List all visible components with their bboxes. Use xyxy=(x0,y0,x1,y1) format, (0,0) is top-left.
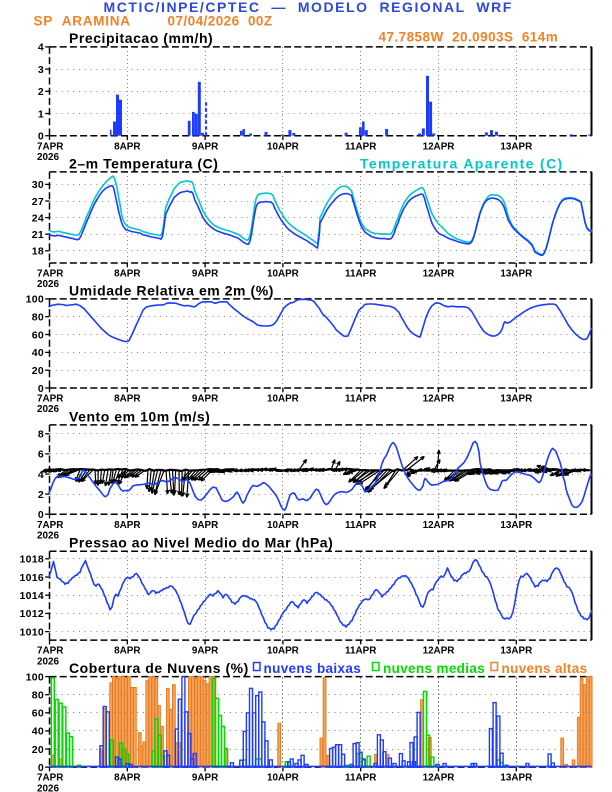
svg-text:13APR: 13APR xyxy=(500,646,532,657)
svg-text:30: 30 xyxy=(32,179,44,191)
svg-text:1014: 1014 xyxy=(19,590,44,602)
svg-text:10APR: 10APR xyxy=(267,520,299,531)
svg-text:9APR: 9APR xyxy=(192,646,218,657)
svg-text:9APR: 9APR xyxy=(192,141,218,152)
svg-text:3: 3 xyxy=(38,64,44,76)
svg-text:1010: 1010 xyxy=(19,626,44,638)
svg-text:80: 80 xyxy=(32,690,44,702)
svg-text:7APR: 7APR xyxy=(37,269,63,280)
svg-text:8APR: 8APR xyxy=(114,141,140,152)
svg-text:2026: 2026 xyxy=(37,152,59,163)
svg-text:11APR: 11APR xyxy=(345,773,376,784)
svg-text:7APR: 7APR xyxy=(37,773,63,784)
svg-text:21: 21 xyxy=(32,229,44,241)
svg-text:9APR: 9APR xyxy=(192,520,218,531)
svg-text:60: 60 xyxy=(32,708,44,720)
svg-text:nuvens medias: nuvens medias xyxy=(383,661,485,676)
svg-text:40: 40 xyxy=(32,347,44,359)
svg-text:11APR: 11APR xyxy=(345,646,376,657)
svg-text:12APR: 12APR xyxy=(423,773,455,784)
svg-text:1016: 1016 xyxy=(19,572,44,584)
svg-text:100: 100 xyxy=(26,294,44,306)
svg-text:8APR: 8APR xyxy=(114,646,140,657)
svg-text:80: 80 xyxy=(32,312,44,324)
svg-text:10APR: 10APR xyxy=(267,141,299,152)
svg-text:8APR: 8APR xyxy=(114,269,140,280)
svg-text:10APR: 10APR xyxy=(267,646,299,657)
svg-text:nuvens baixas: nuvens baixas xyxy=(264,661,362,676)
svg-text:07/04/2026 00Z: 07/04/2026 00Z xyxy=(168,14,273,29)
svg-text:6: 6 xyxy=(38,449,44,461)
svg-text:11APR: 11APR xyxy=(345,269,376,280)
svg-text:0: 0 xyxy=(38,509,44,521)
svg-text:24: 24 xyxy=(32,212,44,224)
svg-text:0: 0 xyxy=(38,383,44,395)
svg-text:9APR: 9APR xyxy=(192,269,218,280)
svg-text:2026: 2026 xyxy=(37,279,59,290)
svg-text:2: 2 xyxy=(38,86,44,98)
svg-text:Temperatura Aparente (C): Temperatura Aparente (C) xyxy=(360,155,564,171)
svg-text:18: 18 xyxy=(32,246,44,258)
svg-text:2026: 2026 xyxy=(37,783,59,792)
svg-text:1: 1 xyxy=(38,108,44,120)
svg-text:11APR: 11APR xyxy=(345,394,376,405)
svg-text:20: 20 xyxy=(32,365,44,377)
svg-text:11APR: 11APR xyxy=(345,520,376,531)
svg-text:60: 60 xyxy=(32,329,44,341)
svg-text:10APR: 10APR xyxy=(267,269,299,280)
svg-text:40: 40 xyxy=(32,726,44,738)
svg-text:9APR: 9APR xyxy=(192,394,218,405)
svg-text:12APR: 12APR xyxy=(423,394,455,405)
svg-text:2–m Temperatura (C): 2–m Temperatura (C) xyxy=(69,155,218,171)
svg-text:12APR: 12APR xyxy=(423,646,455,657)
svg-text:2026: 2026 xyxy=(37,404,59,415)
svg-text:2026: 2026 xyxy=(37,656,59,667)
svg-text:13APR: 13APR xyxy=(500,773,532,784)
svg-text:Umidade Relativa em 2m (%): Umidade Relativa em 2m (%) xyxy=(69,282,274,298)
svg-text:0: 0 xyxy=(38,762,44,774)
svg-text:8APR: 8APR xyxy=(114,394,140,405)
svg-text:MCTIC/INPE/CPTEC — MODELO R: MCTIC/INPE/CPTEC — MODELO REGIONAL WRF xyxy=(104,0,513,15)
svg-text:12APR: 12APR xyxy=(423,269,455,280)
svg-text:8APR: 8APR xyxy=(114,520,140,531)
svg-text:47.7858W 20.0903S 614m: 47.7858W 20.0903S 614m xyxy=(379,30,559,45)
svg-text:27: 27 xyxy=(32,196,44,208)
svg-text:Precipitacao (mm/h): Precipitacao (mm/h) xyxy=(69,30,213,46)
svg-text:12APR: 12APR xyxy=(423,520,455,531)
svg-text:Vento em 10m (m/s): Vento em 10m (m/s) xyxy=(69,408,210,424)
svg-text:13APR: 13APR xyxy=(500,394,532,405)
svg-text:Pressao ao Nivel Medio do Mar: Pressao ao Nivel Medio do Mar (hPa) xyxy=(69,535,333,551)
svg-text:7APR: 7APR xyxy=(37,394,63,405)
svg-text:10APR: 10APR xyxy=(267,394,299,405)
svg-text:9APR: 9APR xyxy=(192,773,218,784)
svg-text:7APR: 7APR xyxy=(37,646,63,657)
svg-text:7APR: 7APR xyxy=(37,141,63,152)
svg-text:10APR: 10APR xyxy=(267,773,299,784)
svg-text:13APR: 13APR xyxy=(500,269,532,280)
svg-text:8APR: 8APR xyxy=(114,773,140,784)
svg-text:7APR: 7APR xyxy=(37,520,63,531)
svg-text:1012: 1012 xyxy=(19,608,44,620)
svg-text:20: 20 xyxy=(32,744,44,756)
svg-text:Cobertura de Nuvens (%): Cobertura de Nuvens (%) xyxy=(69,660,249,676)
svg-text:2: 2 xyxy=(38,489,44,501)
svg-text:nuvens altas: nuvens altas xyxy=(502,661,588,676)
svg-text:4: 4 xyxy=(38,42,44,54)
svg-text:13APR: 13APR xyxy=(500,141,532,152)
svg-text:1018: 1018 xyxy=(19,554,44,566)
svg-text:SP ARAMINA: SP ARAMINA xyxy=(34,14,131,29)
svg-text:100: 100 xyxy=(26,671,44,683)
svg-text:11APR: 11APR xyxy=(345,141,376,152)
svg-text:0: 0 xyxy=(38,131,44,143)
svg-text:13APR: 13APR xyxy=(500,520,532,531)
svg-text:2026: 2026 xyxy=(37,530,59,541)
svg-text:8: 8 xyxy=(38,429,44,441)
svg-text:12APR: 12APR xyxy=(423,141,455,152)
svg-text:4: 4 xyxy=(38,469,44,481)
